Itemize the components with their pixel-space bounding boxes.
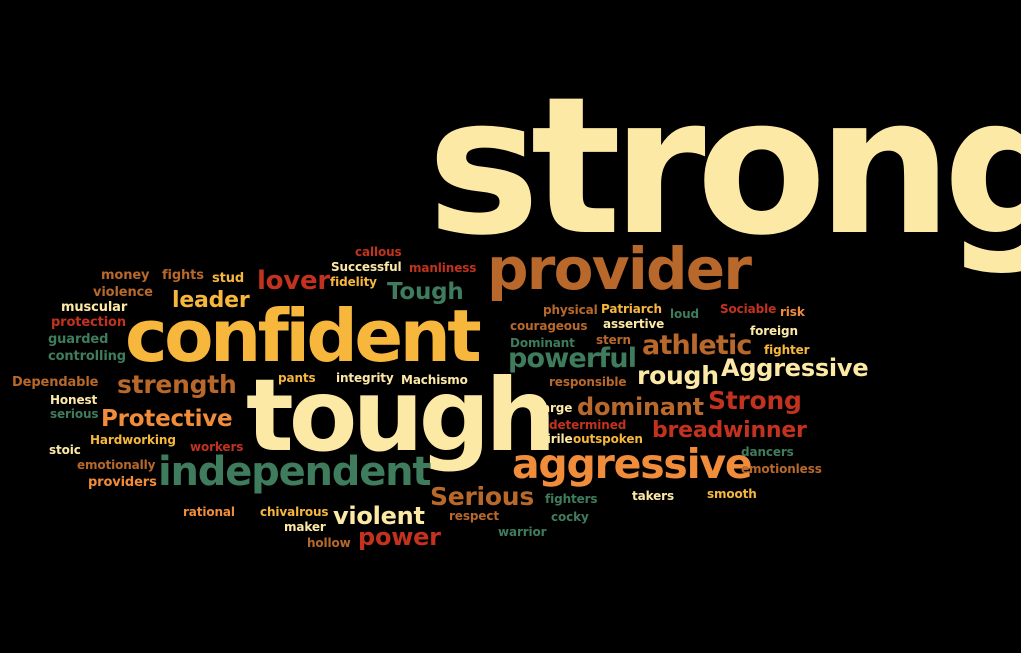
word-Machismo: Machismo xyxy=(401,373,468,387)
word-virile: virile xyxy=(539,432,573,446)
word-protection: protection xyxy=(51,315,126,330)
word-manliness: manliness xyxy=(409,261,477,275)
word-emotionally: emotionally xyxy=(77,458,156,472)
word-pants: pants xyxy=(278,371,316,385)
word-responsible: responsible xyxy=(549,375,627,389)
word-foreign: foreign xyxy=(750,324,798,338)
word-fighters: fighters xyxy=(545,492,598,506)
word-hollow: hollow xyxy=(307,536,351,550)
word-physical: physical xyxy=(543,303,598,317)
word-determined: determined xyxy=(549,418,627,432)
word-providers: providers xyxy=(88,475,157,490)
word-smooth: smooth xyxy=(707,487,757,501)
word-large: large xyxy=(538,401,573,415)
word-risk: risk xyxy=(780,305,805,319)
word-provider: provider xyxy=(487,235,752,303)
word-breadwinner: breadwinner xyxy=(652,418,807,443)
word-Tough: Tough xyxy=(387,279,464,305)
word-fidelity: fidelity xyxy=(330,275,377,289)
word-outspoken: outspoken xyxy=(573,432,643,446)
word-Protective: Protective xyxy=(101,406,233,432)
word-rational: rational xyxy=(183,505,235,519)
word-power: power xyxy=(358,523,441,551)
word-emotionless: emotionless xyxy=(741,462,822,476)
word-strength: strength xyxy=(117,370,237,399)
word-Sociable: Sociable xyxy=(720,302,777,316)
word-Dominant: Dominant xyxy=(510,336,575,350)
word-Serious: Serious xyxy=(430,482,534,511)
word-maker: maker xyxy=(284,520,326,534)
word-takers: takers xyxy=(632,489,674,503)
word-money: money xyxy=(101,268,150,283)
word-chivalrous: chivalrous xyxy=(260,505,329,519)
word-Aggressive: Aggressive xyxy=(721,354,869,382)
word-strong: strong xyxy=(427,56,1021,277)
word-Honest: Honest xyxy=(50,393,98,407)
word-workers: workers xyxy=(190,440,244,454)
word-rough: rough xyxy=(637,361,719,390)
word-loud: loud xyxy=(670,307,700,321)
word-confident: confident xyxy=(125,294,482,378)
word-Successful: Successful xyxy=(331,260,402,274)
word-integrity: integrity xyxy=(336,371,394,385)
word-violent: violent xyxy=(333,502,425,530)
word-Dependable: Dependable xyxy=(12,375,99,390)
word-guarded: guarded xyxy=(48,332,109,347)
word-muscular: muscular xyxy=(61,300,128,315)
word-fights: fights xyxy=(162,268,204,283)
word-aggressive: aggressive xyxy=(512,440,753,488)
word-dancers: dancers xyxy=(741,445,794,459)
word-lover: lover xyxy=(257,266,330,296)
word-cocky: cocky xyxy=(551,510,589,524)
word-serious: serious xyxy=(50,407,99,421)
word-stud: stud xyxy=(212,271,244,286)
word-Patriarch: Patriarch xyxy=(601,302,662,316)
word-callous: callous xyxy=(355,245,402,259)
word-dominant: dominant xyxy=(577,393,704,421)
word-assertive: assertive xyxy=(603,317,665,331)
word-courageous: courageous xyxy=(510,319,588,333)
word-stern: stern xyxy=(596,333,631,347)
word-controlling: controlling xyxy=(48,349,126,364)
word-independent: independent xyxy=(158,449,432,495)
word-athletic: athletic xyxy=(642,330,752,361)
word-powerful: powerful xyxy=(508,343,637,374)
word-violence: violence xyxy=(93,285,153,300)
word-leader: leader xyxy=(172,288,250,313)
word-fighter: fighter xyxy=(764,343,810,357)
word-Strong: Strong xyxy=(708,386,802,415)
word-stoic: stoic xyxy=(49,443,81,457)
word-respect: respect xyxy=(449,509,499,523)
word-warrior: warrior xyxy=(498,525,547,539)
word-tough: tough xyxy=(246,357,556,474)
word-Hardworking: Hardworking xyxy=(90,433,176,447)
